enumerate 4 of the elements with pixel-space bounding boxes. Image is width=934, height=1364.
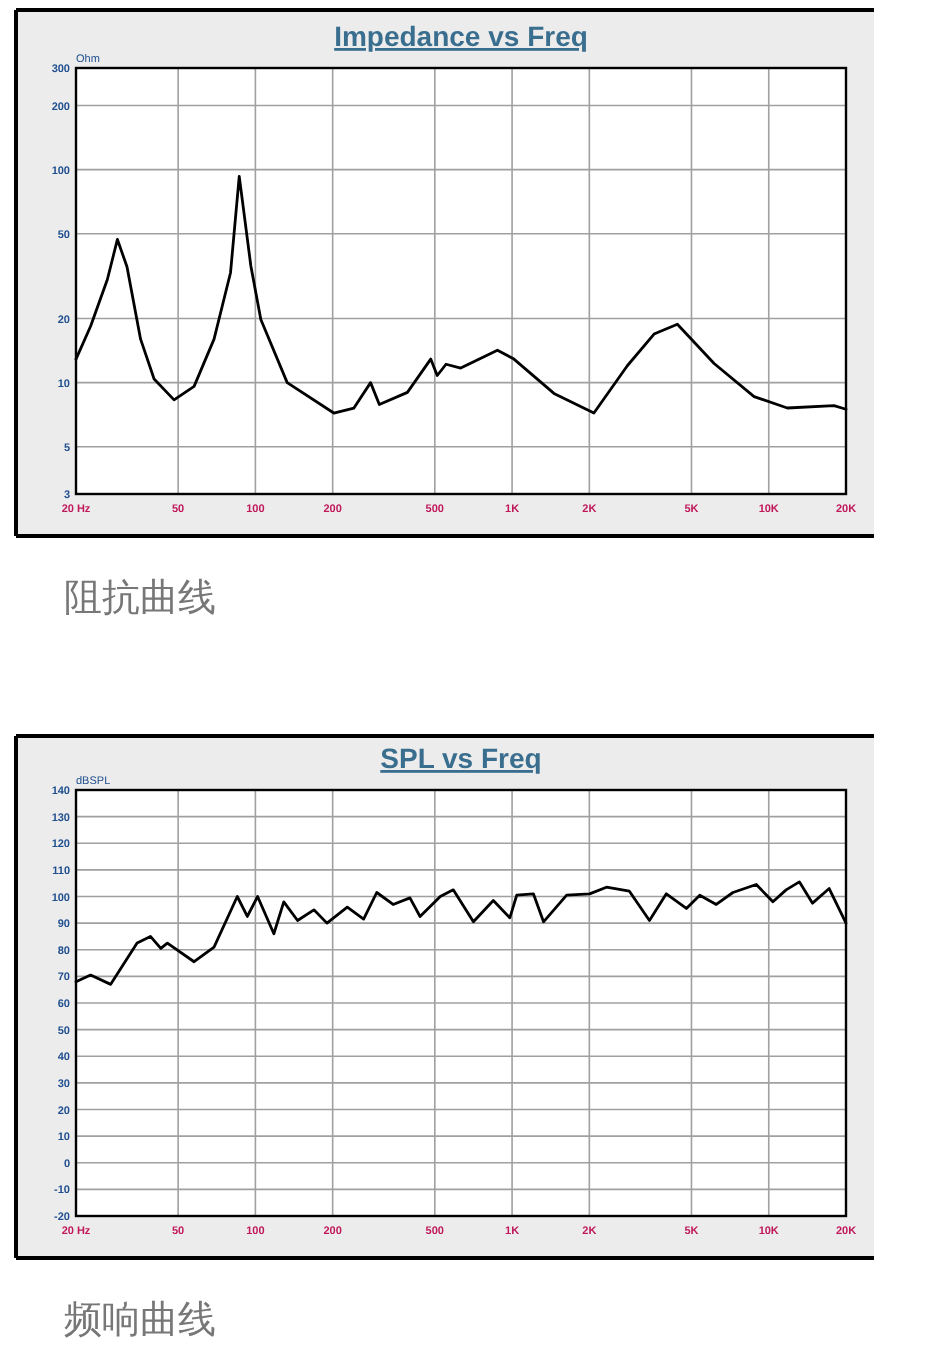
chart-title: SPL vs Freq [380, 742, 542, 774]
text: 频响曲线 [64, 1298, 216, 1342]
text: 阻抗曲线 [64, 576, 216, 620]
chart-title: Impedance vs Freq [334, 20, 588, 52]
